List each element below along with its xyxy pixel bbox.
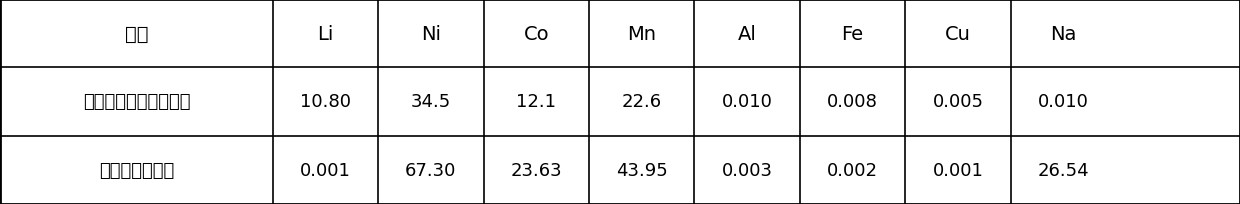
Text: 0.001: 0.001 (932, 161, 983, 179)
Text: Li: Li (317, 24, 334, 43)
Text: 锶鈢锤混合溶液: 锶鈢锤混合溶液 (99, 161, 174, 179)
Text: Na: Na (1050, 24, 1076, 43)
Text: 0.003: 0.003 (722, 161, 773, 179)
Text: 0.010: 0.010 (1038, 93, 1089, 111)
Text: 0.002: 0.002 (827, 161, 878, 179)
Text: Ni: Ni (420, 24, 441, 43)
Text: 含锶鈢锤锂的混合溶液: 含锶鈢锤锂的混合溶液 (83, 93, 190, 111)
Text: Al: Al (738, 24, 756, 43)
Text: 22.6: 22.6 (621, 93, 662, 111)
Text: 12.1: 12.1 (516, 93, 557, 111)
Text: 34.5: 34.5 (410, 93, 451, 111)
Text: 0.001: 0.001 (300, 161, 351, 179)
Text: 0.010: 0.010 (722, 93, 773, 111)
Text: 23.63: 23.63 (511, 161, 562, 179)
Text: Cu: Cu (945, 24, 971, 43)
Text: 43.95: 43.95 (616, 161, 667, 179)
Text: Fe: Fe (842, 24, 863, 43)
Text: 10.80: 10.80 (300, 93, 351, 111)
Text: 元素: 元素 (125, 24, 148, 43)
Text: 26.54: 26.54 (1038, 161, 1089, 179)
Text: Co: Co (523, 24, 549, 43)
Text: 0.005: 0.005 (932, 93, 983, 111)
Text: 67.30: 67.30 (405, 161, 456, 179)
Text: Mn: Mn (627, 24, 656, 43)
Text: 0.008: 0.008 (827, 93, 878, 111)
